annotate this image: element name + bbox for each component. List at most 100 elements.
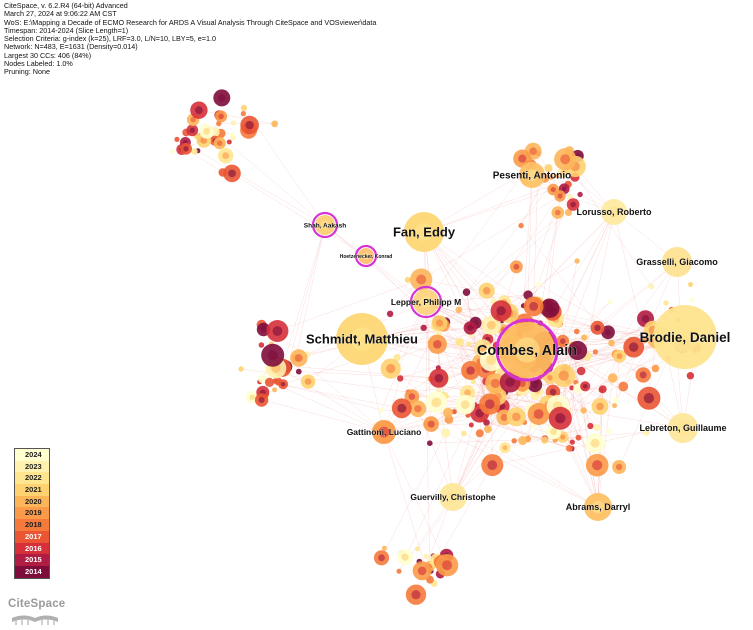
author-node[interactable] xyxy=(258,342,265,348)
author-node[interactable] xyxy=(462,288,471,297)
author-node[interactable] xyxy=(470,379,476,385)
author-node[interactable] xyxy=(648,283,655,290)
author-node[interactable] xyxy=(569,439,575,445)
node-label: Brodie, Daniel xyxy=(640,330,731,345)
author-node[interactable] xyxy=(443,407,453,418)
author-node[interactable] xyxy=(169,148,175,154)
author-node[interactable] xyxy=(230,120,237,126)
author-node-core xyxy=(417,566,427,576)
author-node[interactable] xyxy=(593,424,601,432)
author-node-core xyxy=(615,463,623,471)
author-node[interactable] xyxy=(511,438,517,444)
author-node[interactable] xyxy=(475,429,484,438)
author-node-core xyxy=(479,344,488,353)
author-node-core xyxy=(592,460,603,471)
author-node[interactable] xyxy=(240,111,246,117)
author-node[interactable] xyxy=(258,374,267,384)
author-node[interactable] xyxy=(518,222,524,229)
author-node[interactable] xyxy=(612,403,618,409)
author-node-core xyxy=(203,128,210,135)
author-node[interactable] xyxy=(404,276,411,283)
author-node[interactable] xyxy=(396,568,402,574)
author-node[interactable] xyxy=(272,387,278,393)
author-node[interactable] xyxy=(386,310,394,317)
author-node-core xyxy=(304,378,312,385)
author-node[interactable] xyxy=(423,553,429,559)
author-node[interactable] xyxy=(518,436,528,445)
author-node[interactable] xyxy=(295,368,302,375)
author-node[interactable] xyxy=(451,409,457,415)
author-node[interactable] xyxy=(564,208,573,217)
author-node[interactable] xyxy=(607,299,613,305)
author-node[interactable] xyxy=(455,306,463,314)
author-node-core xyxy=(483,287,491,295)
author-node[interactable] xyxy=(174,136,180,142)
author-node-core xyxy=(641,314,650,323)
node-label: Shah, Aakash xyxy=(304,222,346,229)
author-node[interactable] xyxy=(393,354,401,361)
author-node-core xyxy=(260,326,267,333)
author-node[interactable] xyxy=(598,385,607,394)
author-node[interactable] xyxy=(264,377,275,387)
author-node[interactable] xyxy=(651,364,660,373)
author-node[interactable] xyxy=(461,430,467,437)
author-node[interactable] xyxy=(541,436,549,444)
author-node[interactable] xyxy=(530,423,537,429)
author-node[interactable] xyxy=(536,281,541,287)
author-node[interactable] xyxy=(191,148,198,155)
author-node[interactable] xyxy=(466,341,472,347)
author-node[interactable] xyxy=(238,366,244,372)
node-label: Lepper, Philipp M xyxy=(391,297,461,307)
author-node[interactable] xyxy=(686,372,695,380)
author-node[interactable] xyxy=(381,545,387,551)
node-label: Lorusso, Roberto xyxy=(576,207,652,217)
author-node[interactable] xyxy=(618,381,629,392)
author-node[interactable] xyxy=(397,375,404,382)
author-node-core xyxy=(487,460,498,470)
author-node[interactable] xyxy=(580,407,587,414)
author-node[interactable] xyxy=(271,120,279,128)
author-node[interactable] xyxy=(592,349,599,355)
author-node[interactable] xyxy=(468,422,474,428)
author-node[interactable] xyxy=(565,444,573,452)
author-node[interactable] xyxy=(441,428,451,438)
author-node[interactable] xyxy=(567,194,573,200)
author-node[interactable] xyxy=(575,434,582,441)
author-node[interactable] xyxy=(240,104,247,112)
author-node[interactable] xyxy=(573,328,580,335)
author-node[interactable] xyxy=(577,191,583,198)
author-node[interactable] xyxy=(663,300,669,306)
author-node[interactable] xyxy=(420,324,427,331)
author-node[interactable] xyxy=(414,546,420,552)
author-node-core xyxy=(320,220,330,230)
author-node[interactable] xyxy=(427,440,433,447)
author-node[interactable] xyxy=(581,334,588,341)
author-node-core xyxy=(467,324,474,331)
author-node[interactable] xyxy=(548,174,554,180)
author-node[interactable] xyxy=(484,425,492,434)
centrality-ring xyxy=(409,285,443,319)
author-node[interactable] xyxy=(689,297,694,303)
author-node[interactable] xyxy=(587,422,594,430)
author-node[interactable] xyxy=(608,373,618,383)
author-node[interactable] xyxy=(641,337,648,344)
legend-item-9: 2015 xyxy=(15,554,49,566)
author-node[interactable] xyxy=(455,337,465,347)
author-node[interactable] xyxy=(608,339,615,347)
author-node[interactable] xyxy=(688,282,693,287)
author-node-core xyxy=(596,402,604,411)
author-node[interactable] xyxy=(226,139,232,145)
info-line: Timespan: 2014-2024 (Slice Length=1) xyxy=(4,25,129,35)
author-node[interactable] xyxy=(544,164,553,173)
author-node-core xyxy=(531,381,539,389)
author-node[interactable] xyxy=(613,397,620,404)
author-node[interactable] xyxy=(642,428,650,436)
author-node[interactable] xyxy=(576,366,586,376)
author-node[interactable] xyxy=(574,258,580,264)
author-node[interactable] xyxy=(229,131,236,138)
author-node[interactable] xyxy=(569,385,575,391)
author-node[interactable] xyxy=(379,407,385,413)
author-node[interactable] xyxy=(605,428,612,435)
author-node-core xyxy=(560,434,566,440)
